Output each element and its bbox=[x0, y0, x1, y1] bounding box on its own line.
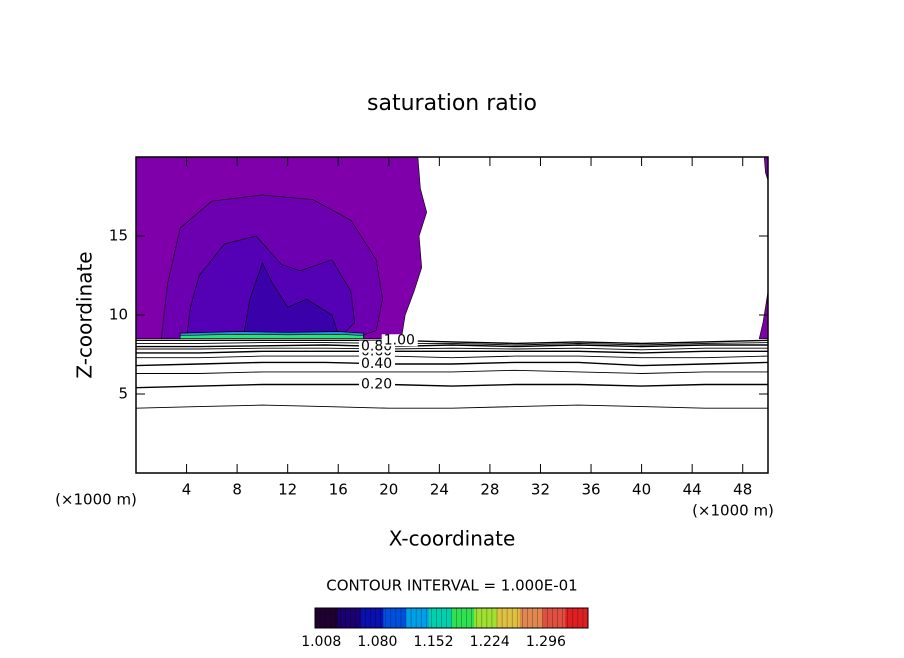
contour-label: 0.20 bbox=[361, 377, 392, 393]
x-tick-label: 44 bbox=[683, 481, 702, 499]
x-tick-label: 12 bbox=[278, 481, 297, 499]
colorbar-swatch bbox=[565, 608, 589, 628]
colorbar-swatch bbox=[360, 608, 384, 628]
colorbar-swatch bbox=[542, 608, 566, 628]
colorbar-swatch bbox=[315, 608, 339, 628]
contour-label-bg bbox=[381, 334, 418, 347]
colorbar-swatch bbox=[519, 608, 543, 628]
colorbar-tick-label: 1.080 bbox=[357, 634, 397, 650]
contour-interval: CONTOUR INTERVAL = 1.000E-01 bbox=[326, 577, 577, 595]
plot-area: 0.200.400.600.801.00 bbox=[136, 157, 768, 409]
x-tick-label: 4 bbox=[182, 481, 192, 499]
x-unit-label: (×1000 m) bbox=[692, 502, 774, 520]
contour-line bbox=[136, 342, 768, 346]
contour-line bbox=[136, 339, 768, 345]
contour-line bbox=[136, 369, 768, 374]
contour-line bbox=[136, 361, 768, 367]
colorbar-swatch bbox=[451, 608, 475, 628]
y-tick-label: 5 bbox=[118, 385, 128, 403]
contour-label: 0.40 bbox=[361, 356, 392, 372]
contour-line bbox=[136, 404, 768, 409]
contour-line bbox=[136, 344, 768, 348]
colorbar-tick-label: 1.296 bbox=[526, 634, 566, 650]
x-tick-label: 24 bbox=[430, 481, 449, 499]
colorbar-swatch bbox=[337, 608, 361, 628]
x-tick-label: 8 bbox=[232, 481, 242, 499]
chart-title: saturation ratio bbox=[367, 91, 537, 116]
colorbar-tick-label: 1.224 bbox=[470, 634, 510, 650]
contour-label: 1.00 bbox=[384, 332, 415, 348]
contour-line bbox=[136, 355, 768, 359]
filled-region bbox=[758, 291, 768, 339]
contour-label-bg bbox=[358, 357, 395, 370]
colorbar-swatch bbox=[474, 608, 498, 628]
contour-line bbox=[136, 347, 768, 351]
filled-region bbox=[763, 157, 768, 181]
y-tick-label: 15 bbox=[109, 227, 128, 245]
colorbar-swatch bbox=[383, 608, 407, 628]
colorbar-tick-label: 1.008 bbox=[301, 634, 341, 650]
x-tick-label: 36 bbox=[581, 481, 600, 499]
x-tick-label: 40 bbox=[632, 481, 651, 499]
y-unit-label: (×1000 m) bbox=[55, 491, 137, 509]
contour-label-bg bbox=[358, 378, 395, 391]
colorbar-frame bbox=[314, 607, 589, 629]
colorbar-swatch bbox=[497, 608, 521, 628]
y-axis-label: Z-coordinate bbox=[73, 251, 97, 378]
x-axis-label: X-coordinate bbox=[389, 527, 516, 551]
colorbar-swatch bbox=[428, 608, 452, 628]
colorbar-tick-label: 1.152 bbox=[414, 634, 454, 650]
x-tick-label: 16 bbox=[329, 481, 348, 499]
colorbar-swatch bbox=[406, 608, 430, 628]
x-tick-label: 48 bbox=[733, 481, 752, 499]
y-tick-label: 10 bbox=[109, 306, 128, 324]
contour-line bbox=[136, 383, 768, 389]
x-tick-label: 20 bbox=[379, 481, 398, 499]
contour-line bbox=[136, 350, 768, 354]
x-tick-label: 28 bbox=[480, 481, 499, 499]
filled-region bbox=[179, 333, 364, 339]
x-tick-label: 32 bbox=[531, 481, 550, 499]
